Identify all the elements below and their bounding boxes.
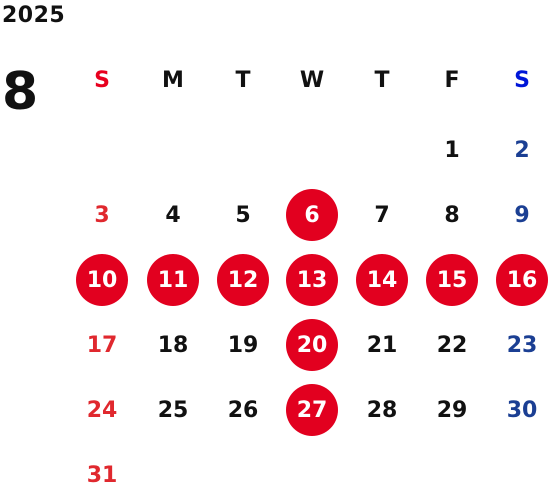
weekday-header-sunday: S	[94, 67, 110, 93]
date-cell-19[interactable]: 19	[227, 332, 259, 358]
date-cell-5[interactable]: 5	[235, 202, 251, 228]
date-cell-23[interactable]: 23	[506, 332, 538, 358]
date-cell-12[interactable]: 12	[217, 254, 269, 306]
date-cell-27[interactable]: 27	[286, 384, 338, 436]
weekday-header-friday: F	[444, 67, 460, 93]
date-cell-28[interactable]: 28	[366, 397, 398, 423]
date-cell-3[interactable]: 3	[94, 202, 110, 228]
date-cell-31[interactable]: 31	[86, 462, 118, 488]
year-label: 2025	[2, 3, 66, 28]
date-cell-29[interactable]: 29	[436, 397, 468, 423]
date-cell-4[interactable]: 4	[165, 202, 181, 228]
date-cell-21[interactable]: 21	[366, 332, 398, 358]
date-cell-16[interactable]: 16	[496, 254, 548, 306]
date-cell-30[interactable]: 30	[506, 397, 538, 423]
date-cell-20[interactable]: 20	[286, 319, 338, 371]
month-label: 8	[2, 62, 39, 122]
date-cell-9[interactable]: 9	[514, 202, 530, 228]
date-cell-25[interactable]: 25	[157, 397, 189, 423]
weekday-header-saturday: S	[514, 67, 530, 93]
date-cell-2[interactable]: 2	[514, 137, 530, 163]
date-cell-13[interactable]: 13	[286, 254, 338, 306]
date-cell-18[interactable]: 18	[157, 332, 189, 358]
date-cell-15[interactable]: 15	[426, 254, 478, 306]
date-cell-14[interactable]: 14	[356, 254, 408, 306]
date-cell-26[interactable]: 26	[227, 397, 259, 423]
date-cell-22[interactable]: 22	[436, 332, 468, 358]
date-cell-7[interactable]: 7	[374, 202, 390, 228]
date-cell-8[interactable]: 8	[444, 202, 460, 228]
weekday-header-thursday: T	[374, 67, 390, 93]
date-cell-6[interactable]: 6	[286, 189, 338, 241]
weekday-header-wednesday: W	[299, 67, 325, 93]
weekday-header-tuesday: T	[235, 67, 251, 93]
date-cell-1[interactable]: 1	[444, 137, 460, 163]
date-cell-10[interactable]: 10	[76, 254, 128, 306]
date-cell-11[interactable]: 11	[147, 254, 199, 306]
weekday-header-monday: M	[162, 67, 184, 93]
date-cell-17[interactable]: 17	[86, 332, 118, 358]
date-cell-24[interactable]: 24	[86, 397, 118, 423]
